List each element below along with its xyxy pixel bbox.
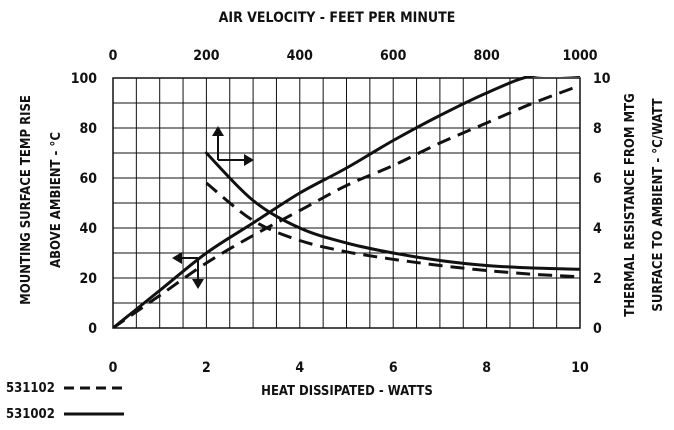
tick-label-bottom: 4 <box>295 360 304 376</box>
arrow-to-left-axis <box>172 252 204 289</box>
series-line-531002-resistance <box>204 151 580 271</box>
tick-label-left: 0 <box>88 321 97 337</box>
y-right-label: THERMAL RESISTANCE FROM MTG SURFACE TO A… <box>623 93 666 317</box>
y-left-label-line-1: MOUNTING SURFACE TEMP RISE <box>19 95 34 305</box>
legend-item-531102: 531102 <box>6 381 124 396</box>
series-line-531102-temp-rise <box>113 84 580 328</box>
y-left-label: MOUNTING SURFACE TEMP RISE ABOVE AMBIENT… <box>19 95 64 305</box>
y-left-label-line-2: ABOVE AMBIENT - °C <box>49 132 64 268</box>
tick-label-left: 100 <box>71 71 98 87</box>
legend-label-531102: 531102 <box>6 381 55 396</box>
tick-label-top: 400 <box>287 48 314 64</box>
tick-label-bottom: 0 <box>109 360 118 376</box>
plot-frame <box>112 77 581 329</box>
y-right-label-line-2: SURFACE TO AMBIENT - °C/WATT <box>651 98 666 311</box>
arrow-to-right-axis <box>212 126 254 166</box>
series-line-531102-resistance <box>205 181 580 279</box>
tick-label-bottom: 8 <box>482 360 491 376</box>
tick-label-bottom: 6 <box>389 360 398 376</box>
tick-label-right: 8 <box>593 121 602 137</box>
tick-label-left: 60 <box>79 171 97 187</box>
tick-label-right: 10 <box>593 71 611 87</box>
tick-label-right: 0 <box>593 321 602 337</box>
tick-label-right: 6 <box>593 171 602 187</box>
x-label: HEAT DISSIPATED - WATTS <box>261 384 433 399</box>
legend-item-531002: 531002 <box>6 407 124 422</box>
y-right-label-line-1: THERMAL RESISTANCE FROM MTG <box>623 93 638 317</box>
tick-label-bottom: 10 <box>571 360 589 376</box>
tick-label-bottom: 2 <box>202 360 211 376</box>
chart-title: AIR VELOCITY - FEET PER MINUTE <box>219 10 456 26</box>
legend: 531102 531002 <box>6 381 124 422</box>
series-lines <box>113 76 580 328</box>
tick-label-top: 800 <box>473 48 500 64</box>
tick-label-left: 40 <box>79 221 97 237</box>
tick-label-right: 4 <box>593 221 602 237</box>
tick-label-top: 0 <box>109 48 118 64</box>
tick-label-top: 1000 <box>562 48 597 64</box>
tick-label-right: 2 <box>593 271 602 287</box>
grid <box>113 78 580 328</box>
tick-label-top: 200 <box>193 48 220 64</box>
series-line-531002-temp-rise <box>113 76 580 328</box>
tick-label-top: 600 <box>380 48 407 64</box>
tick-label-left: 80 <box>79 121 97 137</box>
tick-label-left: 20 <box>79 271 97 287</box>
tick-labels: 0 2 4 6 8 100 200 400 600 800 10000204060801000246… <box>71 48 611 376</box>
legend-label-531002: 531002 <box>6 407 55 422</box>
